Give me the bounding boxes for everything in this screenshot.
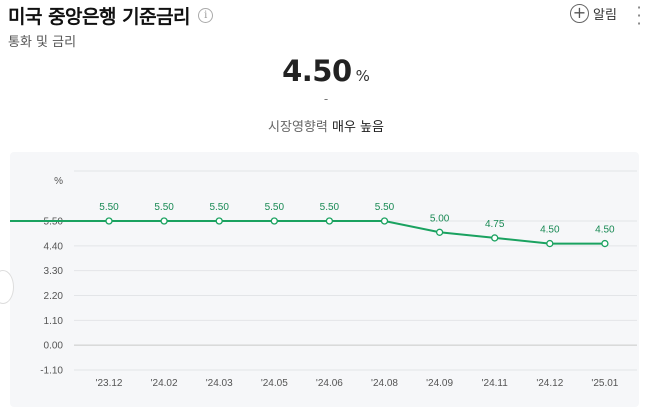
x-tick-label: '25.01: [591, 378, 618, 389]
category-subtitle: 통화 및 금리: [8, 35, 77, 50]
data-point: [270, 217, 278, 225]
rate-change: -: [323, 92, 329, 106]
x-tick-label: '24.06: [316, 378, 343, 389]
current-rate: 4.50%: [0, 54, 652, 88]
plus-circle-icon: +: [570, 4, 589, 23]
market-impact: 시장영향력 매우 높음: [0, 116, 652, 135]
series-line: [10, 220, 605, 245]
data-label: 5.50: [375, 202, 395, 213]
data-label: 5.50: [265, 202, 285, 213]
data-label: 5.50: [209, 202, 229, 213]
alarm-label: 알림: [593, 8, 617, 23]
title-text: 미국 중앙은행 기준금리: [8, 6, 191, 28]
data-point: [215, 217, 223, 225]
data-point: [325, 217, 334, 225]
y-tick-label: -1.10: [40, 366, 63, 377]
x-tick-label: '24.09: [426, 378, 453, 389]
page-title: 미국 중앙은행 기준금리 i: [8, 2, 214, 29]
data-point: [601, 239, 609, 248]
x-tick-label: '24.11: [482, 378, 509, 389]
x-tick-label: '24.08: [371, 378, 398, 389]
x-tick-label: '24.12: [536, 378, 563, 389]
rate-value: 4.50: [282, 54, 352, 88]
x-tick-label: '24.03: [206, 378, 233, 389]
data-point: [160, 217, 168, 225]
data-point: [105, 217, 113, 225]
chart-area: % 5.50 4.40 3.30 2.20 1.10 0.00 -1.10 '23.12 '24.…: [10, 152, 639, 407]
data-label: 4.50: [595, 225, 615, 236]
data-point: [380, 217, 389, 225]
x-tick-label: '24.05: [261, 378, 288, 389]
y-tick-label: 3.30: [44, 266, 64, 277]
data-label: 5.50: [320, 202, 340, 213]
data-point: [435, 228, 444, 236]
alarm-button[interactable]: + 알림: [570, 4, 617, 23]
impact-value: 매우 높음: [331, 120, 384, 135]
x-tick-label: '23.12: [96, 378, 123, 389]
data-label: 5.00: [430, 213, 450, 224]
y-tick-label: 2.20: [44, 291, 64, 302]
rate-line-chart: % 5.50 4.40 3.30 2.20 1.10 0.00 -1.10 '23.12 '24.…: [10, 170, 637, 389]
info-icon[interactable]: i: [198, 8, 214, 23]
data-label: 4.50: [540, 225, 560, 236]
data-point: [491, 234, 499, 242]
y-tick-label: 0.00: [44, 341, 64, 352]
impact-label: 시장영향력: [268, 120, 328, 135]
y-tick-label: 4.40: [44, 241, 64, 252]
data-point: [546, 239, 554, 248]
y-axis-unit: %: [54, 176, 63, 187]
x-tick-label: '24.02: [151, 378, 178, 389]
rate-unit: %: [355, 67, 370, 85]
vertical-ellipsis-icon[interactable]: · · ·: [636, 0, 642, 33]
data-label: 5.50: [154, 202, 174, 213]
data-label: 4.75: [485, 219, 505, 230]
data-label: 5.50: [99, 202, 119, 213]
y-tick-label: 1.10: [44, 316, 64, 327]
